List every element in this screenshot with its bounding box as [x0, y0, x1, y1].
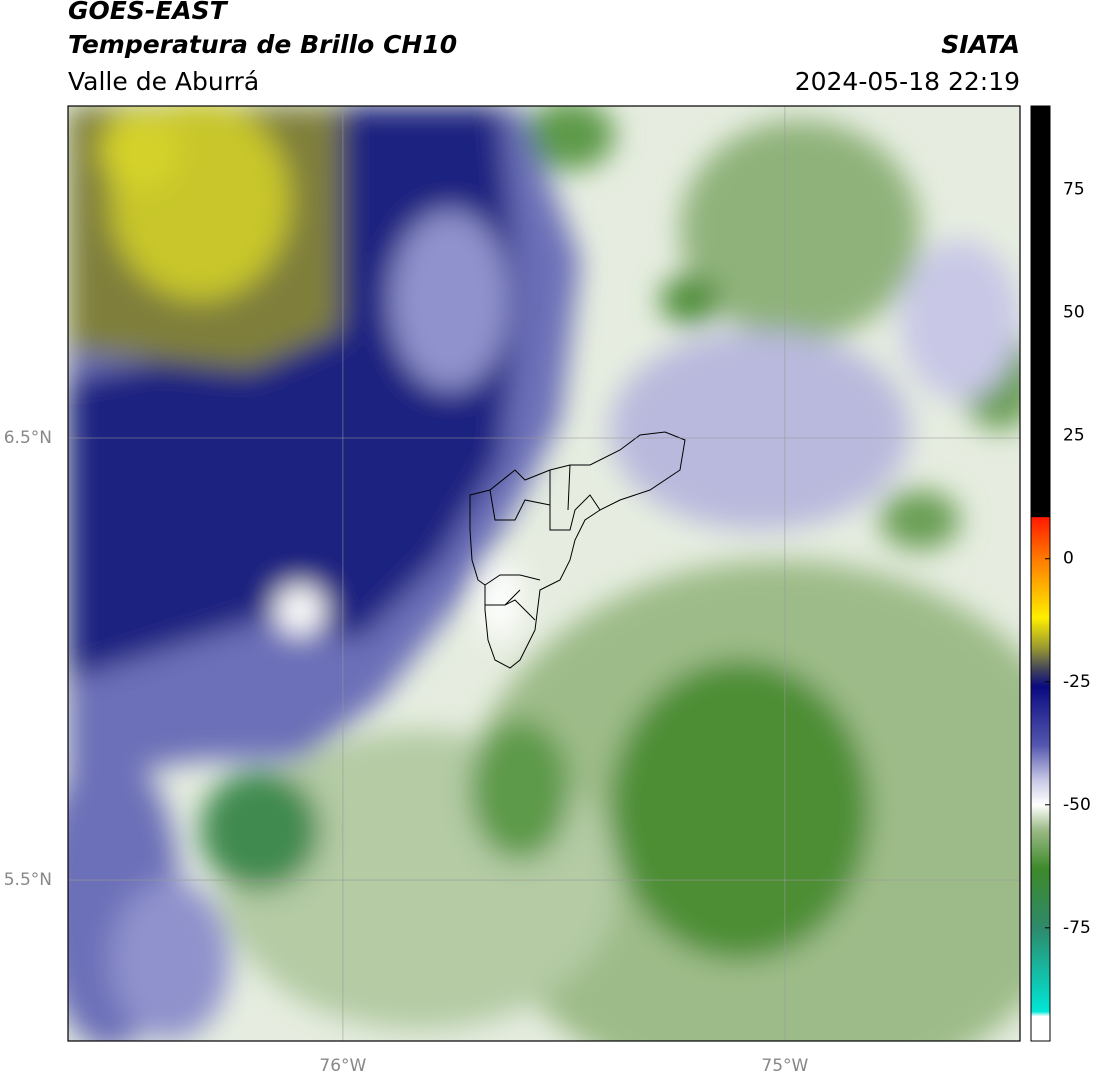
colorbar-tick-label: 50 [1063, 303, 1085, 323]
municipal-boundaries [469, 431, 686, 669]
region: Valle de Aburrá [68, 67, 259, 96]
agency: SIATA [941, 30, 1020, 59]
map-frame [67, 105, 1021, 1042]
colorbar-tick-label: -75 [1063, 918, 1091, 938]
colorbar-tick-label: 25 [1063, 426, 1085, 446]
colorbar-tick-label: -50 [1063, 795, 1091, 815]
y-tick-label: 6.5°N [4, 428, 52, 448]
y-tick-label: 5.5°N [4, 870, 52, 890]
product: Temperatura de Brillo CH10 [68, 30, 457, 59]
satellite-image [68, 106, 1020, 1041]
colorbar-tick-label: 0 [1063, 549, 1074, 569]
colorbar-tick-label: 75 [1063, 180, 1085, 200]
satellite: GOES-EAST [68, 0, 229, 25]
colorbar-tick-label: -25 [1063, 672, 1091, 692]
x-tick-label: 76°W [319, 1056, 366, 1076]
datetime: 2024-05-18 22:19 [795, 67, 1020, 96]
colorbar [1030, 105, 1051, 1042]
x-tick-label: 75°W [761, 1056, 808, 1076]
